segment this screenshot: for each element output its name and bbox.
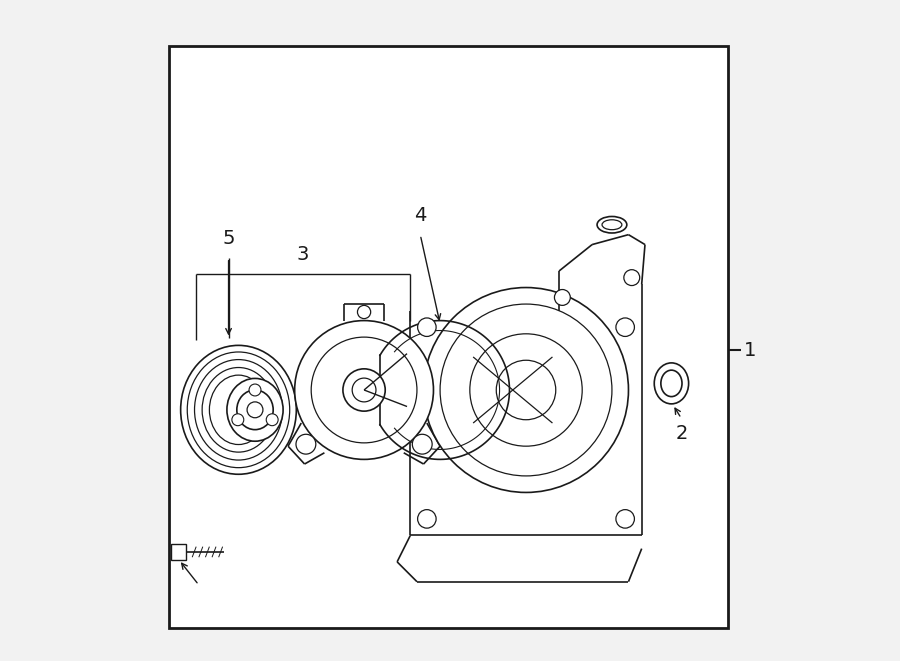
Circle shape xyxy=(249,384,261,396)
Ellipse shape xyxy=(661,370,682,397)
Circle shape xyxy=(624,270,640,286)
Circle shape xyxy=(343,369,385,411)
Circle shape xyxy=(232,414,244,426)
Circle shape xyxy=(424,288,628,492)
Circle shape xyxy=(294,321,434,459)
Circle shape xyxy=(296,434,316,454)
Circle shape xyxy=(616,510,634,528)
Ellipse shape xyxy=(654,363,688,404)
Circle shape xyxy=(418,510,436,528)
Text: 4: 4 xyxy=(414,206,427,225)
Circle shape xyxy=(616,318,634,336)
Circle shape xyxy=(554,290,571,305)
Ellipse shape xyxy=(181,345,296,475)
Text: 5: 5 xyxy=(222,229,235,248)
Circle shape xyxy=(248,402,263,418)
Circle shape xyxy=(357,305,371,319)
Text: 2: 2 xyxy=(675,424,688,443)
Circle shape xyxy=(412,434,432,454)
Ellipse shape xyxy=(237,390,274,430)
Ellipse shape xyxy=(227,378,284,442)
Circle shape xyxy=(266,414,278,426)
Circle shape xyxy=(418,318,436,336)
Text: 1: 1 xyxy=(744,341,757,360)
FancyBboxPatch shape xyxy=(171,544,185,560)
Text: 3: 3 xyxy=(297,245,309,264)
FancyBboxPatch shape xyxy=(169,46,727,628)
Ellipse shape xyxy=(597,216,626,233)
